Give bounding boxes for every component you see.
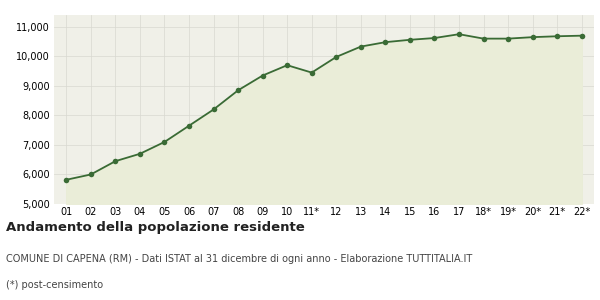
Point xyxy=(430,36,439,40)
Point xyxy=(528,35,538,40)
Point xyxy=(184,123,194,128)
Point xyxy=(86,172,95,177)
Point xyxy=(160,140,169,144)
Point xyxy=(454,32,464,37)
Point xyxy=(61,177,71,182)
Text: (*) post-censimento: (*) post-censimento xyxy=(6,280,103,290)
Point xyxy=(405,38,415,42)
Text: Andamento della popolazione residente: Andamento della popolazione residente xyxy=(6,220,305,233)
Point xyxy=(307,70,317,75)
Point xyxy=(110,159,120,164)
Text: COMUNE DI CAPENA (RM) - Dati ISTAT al 31 dicembre di ogni anno - Elaborazione TU: COMUNE DI CAPENA (RM) - Dati ISTAT al 31… xyxy=(6,254,472,263)
Point xyxy=(135,152,145,156)
Point xyxy=(209,107,218,112)
Point xyxy=(258,73,268,78)
Point xyxy=(577,33,587,38)
Point xyxy=(553,34,562,39)
Point xyxy=(233,88,243,93)
Point xyxy=(283,63,292,68)
Point xyxy=(503,36,513,41)
Point xyxy=(479,36,488,41)
Point xyxy=(380,40,390,45)
Point xyxy=(331,55,341,59)
Point xyxy=(356,44,365,49)
